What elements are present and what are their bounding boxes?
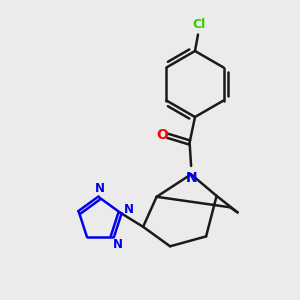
Text: O: O (157, 128, 169, 142)
Text: N: N (94, 182, 105, 195)
Text: N: N (124, 203, 134, 216)
Text: Cl: Cl (193, 18, 206, 31)
Text: N: N (112, 238, 123, 250)
Text: N: N (185, 171, 197, 185)
